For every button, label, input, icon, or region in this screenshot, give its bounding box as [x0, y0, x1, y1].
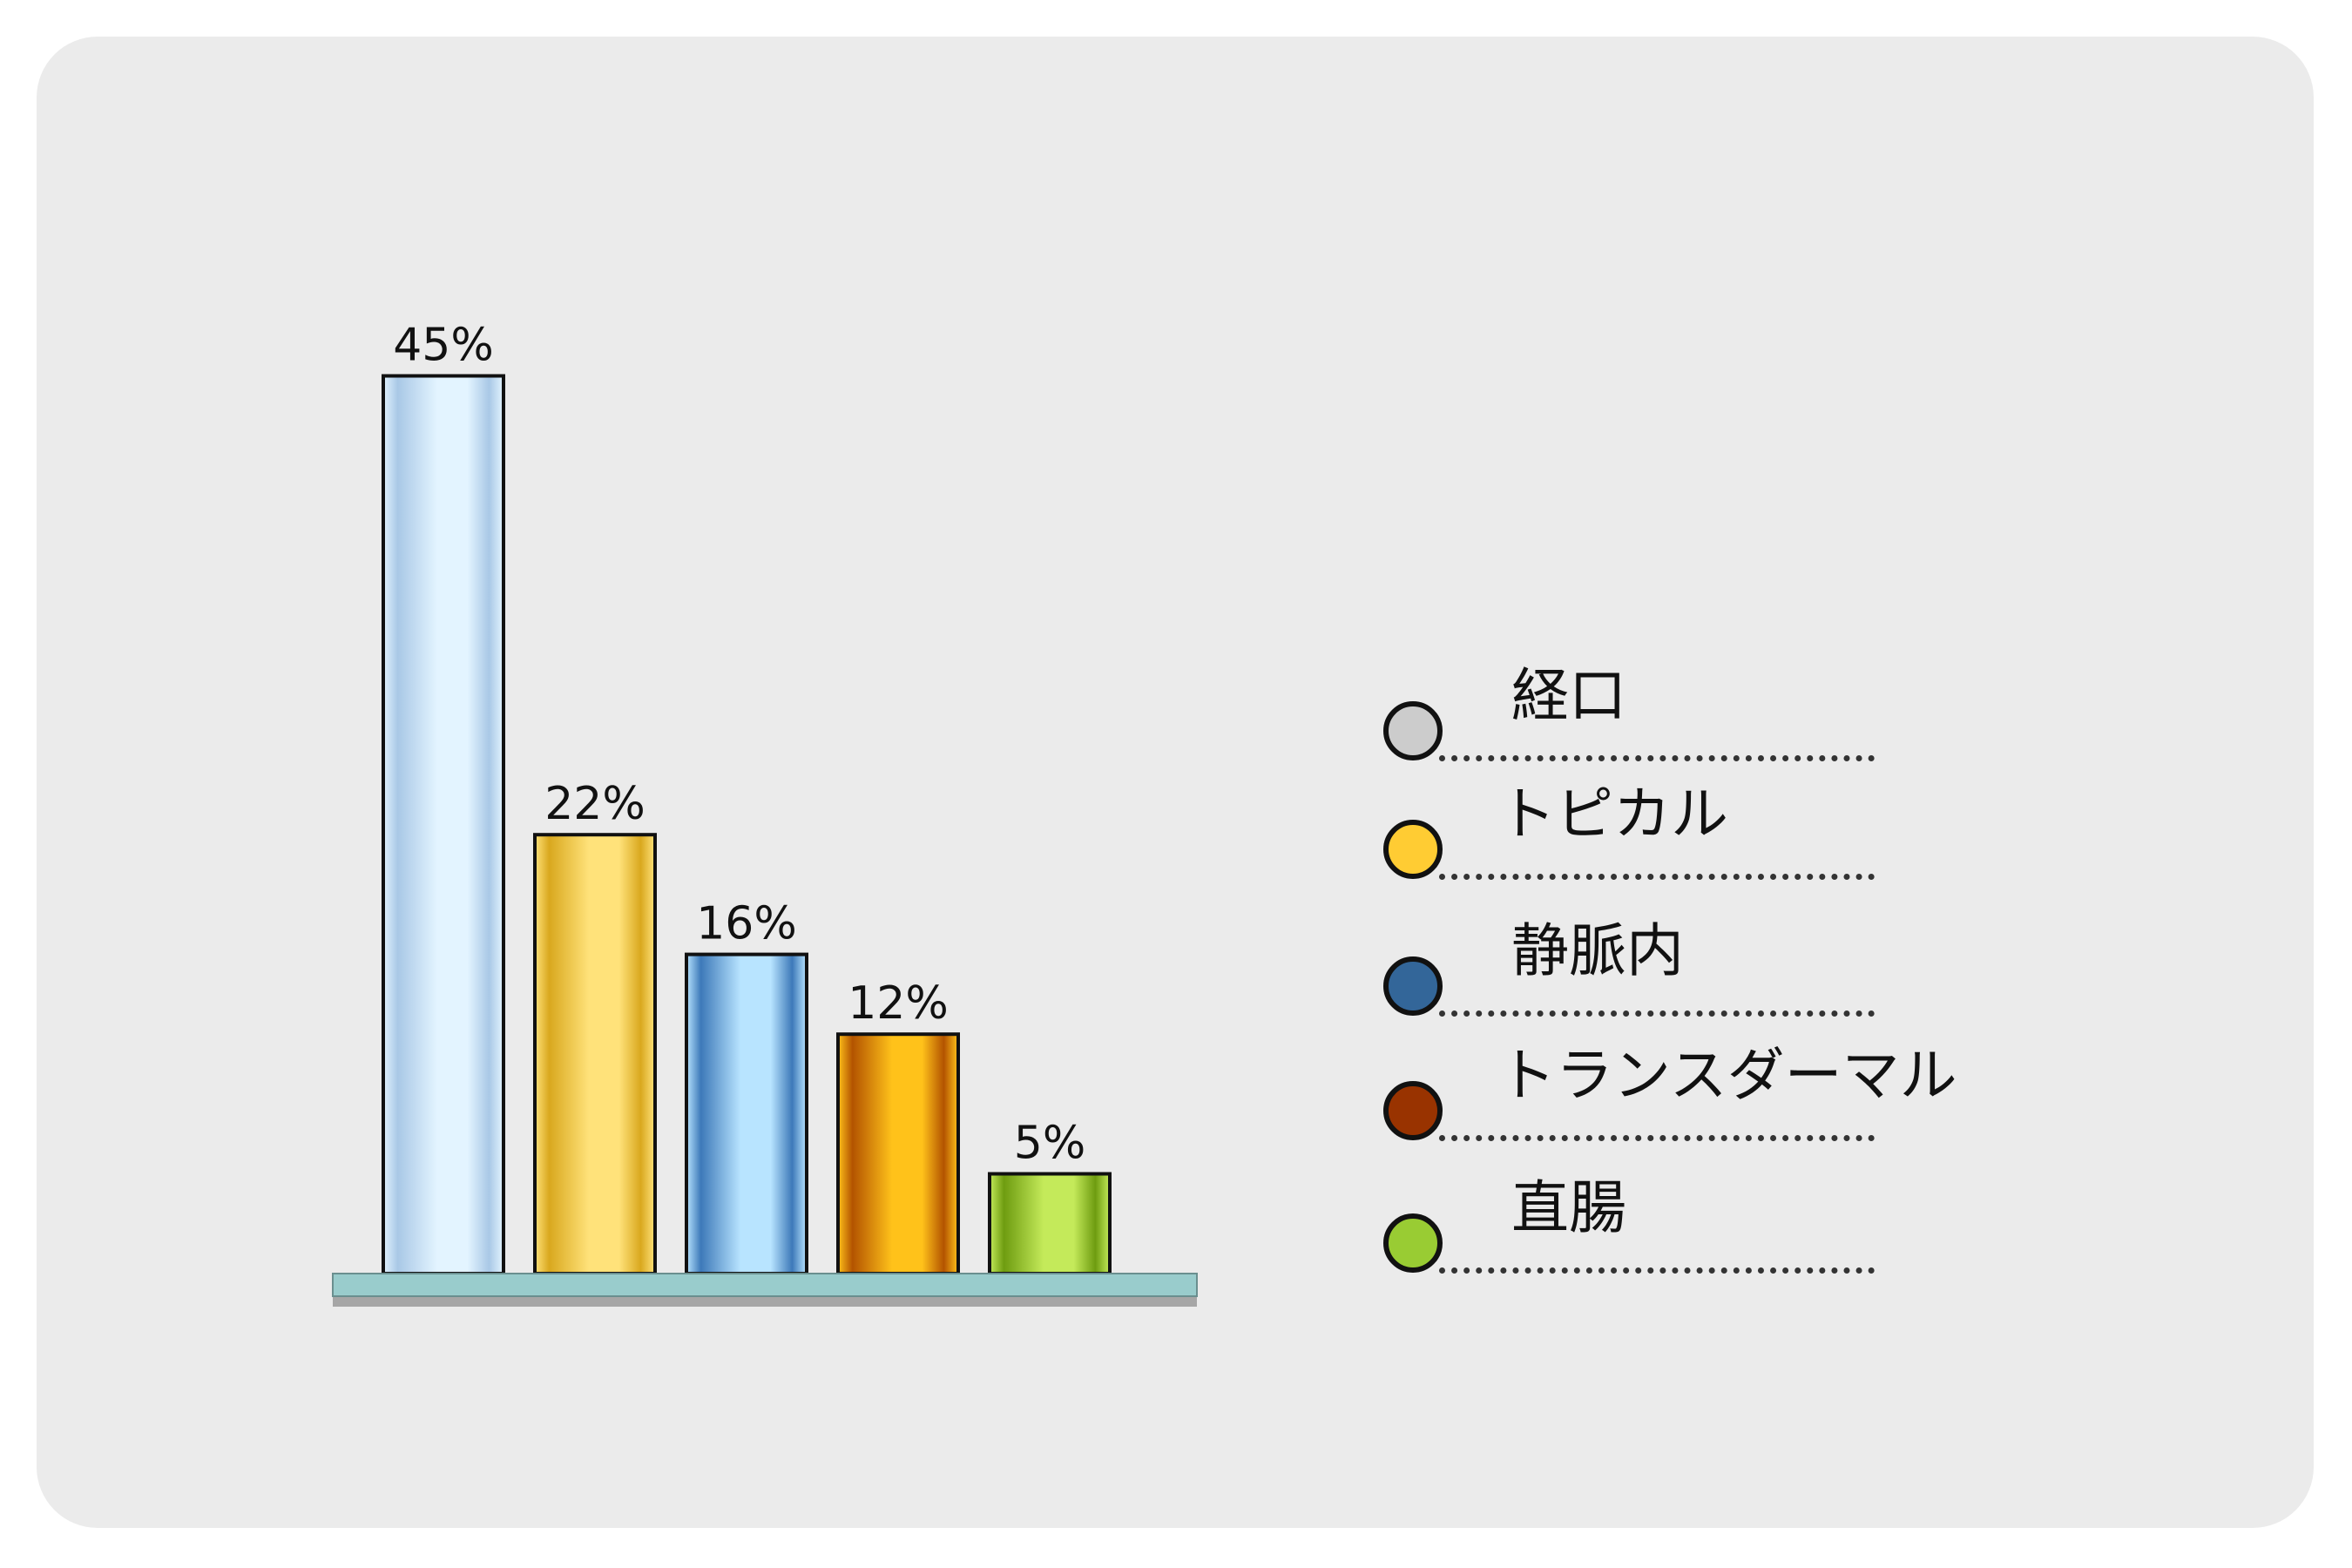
legend-label-transdermal: トランスダーマル — [1498, 1042, 1957, 1109]
legend-swatch-rectal — [1383, 1213, 1443, 1273]
legend-dotted-line — [1439, 1135, 1875, 1141]
value-label-oral: 45% — [393, 320, 494, 372]
legend-swatch-intravenous — [1383, 956, 1443, 1016]
legend-label-intravenous: 静脈内 — [1511, 917, 1684, 984]
bar-intravenous — [685, 952, 808, 1275]
bar-topical — [533, 833, 657, 1275]
legend-item-intravenous: 静脈内 — [1376, 904, 2004, 1035]
value-label-topical: 22% — [544, 778, 645, 830]
bar-transdermal — [836, 1032, 960, 1275]
baseline-layer — [332, 1273, 1198, 1307]
bars-layer — [382, 374, 1112, 1275]
legend-swatch-oral — [1383, 701, 1443, 760]
value-label-transdermal: 12% — [848, 977, 949, 1030]
legend-item-topical: トピカル — [1376, 767, 2004, 898]
legend-swatch-topical — [1383, 820, 1443, 879]
legend-label-rectal: 直腸 — [1511, 1174, 1626, 1241]
legend-label-topical: トピカル — [1498, 781, 1728, 848]
legend-swatch-transdermal — [1383, 1081, 1443, 1140]
legend: 経口 トピカル 静脈内 トランスダーマル 直腸 — [1376, 649, 2004, 1302]
legend-item-rectal: 直腸 — [1376, 1161, 2004, 1292]
value-label-rectal: 5% — [1014, 1118, 1086, 1170]
bar-rectal — [988, 1172, 1112, 1275]
bar-oral — [382, 374, 505, 1275]
legend-dotted-line — [1439, 1010, 1875, 1017]
legend-item-oral: 経口 — [1376, 649, 2004, 780]
legend-label-oral: 経口 — [1511, 662, 1626, 729]
legend-dotted-line — [1439, 755, 1875, 761]
value-labels-layer: 45% 22% 16% 12% 5% — [393, 320, 1085, 1170]
value-label-intravenous: 16% — [696, 898, 797, 950]
legend-dotted-line — [1439, 874, 1875, 880]
legend-dotted-line — [1439, 1267, 1875, 1274]
baseline-platform — [332, 1273, 1198, 1297]
legend-item-transdermal: トランスダーマル — [1376, 1029, 2004, 1159]
